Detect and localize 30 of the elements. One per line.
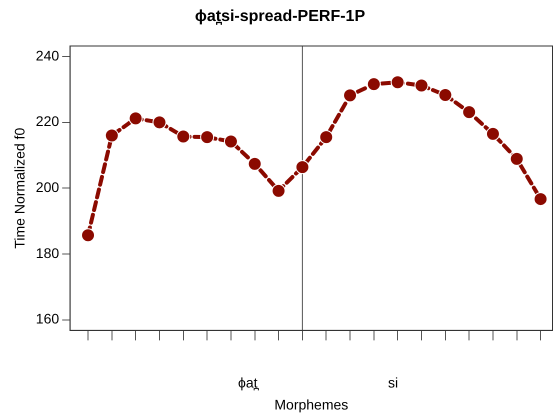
point <box>462 105 476 120</box>
x-axis-title: Morphemes <box>274 396 348 412</box>
point <box>438 88 452 102</box>
point <box>224 134 238 148</box>
y-tick-label: 180 <box>36 244 60 261</box>
point <box>486 126 500 141</box>
y-tick-label: 220 <box>36 113 60 130</box>
point <box>366 77 381 92</box>
point <box>104 128 119 143</box>
point <box>152 115 166 130</box>
point <box>414 78 428 92</box>
point <box>248 156 262 171</box>
point <box>319 130 334 144</box>
text: ϕat̪ <box>238 374 260 391</box>
point <box>81 228 96 242</box>
y-tick-label: 240 <box>36 47 60 64</box>
y-tick-label: 160 <box>36 310 60 327</box>
text: si <box>388 374 398 390</box>
point <box>272 184 286 198</box>
point <box>343 88 358 102</box>
point <box>295 160 310 174</box>
point <box>510 152 524 166</box>
point <box>176 130 190 144</box>
y-axis-title: Time Normalized f0 <box>11 128 28 249</box>
point <box>390 75 405 90</box>
chart-title: ϕat̪si-spread-PERF-1P <box>194 8 366 26</box>
point <box>200 130 214 144</box>
point <box>534 192 548 206</box>
y-tick-label: 200 <box>36 179 60 196</box>
point <box>128 111 143 126</box>
